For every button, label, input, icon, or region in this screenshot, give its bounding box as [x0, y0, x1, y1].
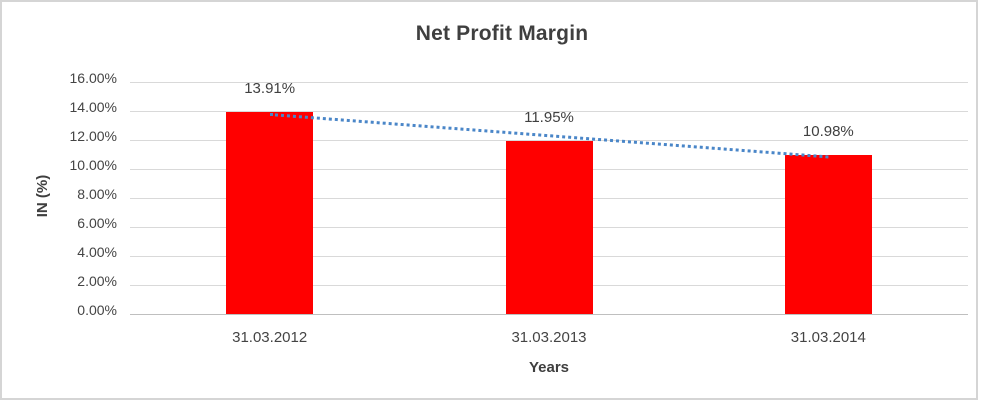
bar-data-label: 11.95% [524, 108, 574, 126]
x-axis-line [130, 314, 968, 315]
y-tick-label: 12.00% [69, 128, 117, 144]
gridline [130, 140, 968, 141]
y-tick-label: 16.00% [69, 70, 117, 86]
bar [226, 112, 314, 314]
x-axis-title: Years [528, 359, 570, 376]
gridline [130, 111, 968, 112]
gridline [130, 82, 968, 83]
y-tick-label: 2.00% [77, 273, 117, 289]
x-tick-label: 31.03.2012 [232, 329, 308, 346]
bar-data-label: 10.98% [802, 122, 854, 140]
x-tick-label: 31.03.2014 [790, 329, 866, 346]
y-tick-label: 8.00% [77, 186, 117, 202]
chart-title: Net Profit Margin [415, 22, 589, 45]
bar-data-label: 13.91% [244, 80, 296, 98]
y-tick-label: 6.00% [77, 215, 117, 231]
bar [784, 154, 872, 314]
y-tick-label: 10.00% [69, 157, 117, 173]
x-tick-label: 31.03.2013 [511, 329, 587, 346]
y-tick-label: 4.00% [77, 244, 117, 260]
y-tick-label: 14.00% [69, 99, 117, 115]
bar [505, 140, 593, 314]
y-tick-label: 0.00% [77, 302, 117, 318]
